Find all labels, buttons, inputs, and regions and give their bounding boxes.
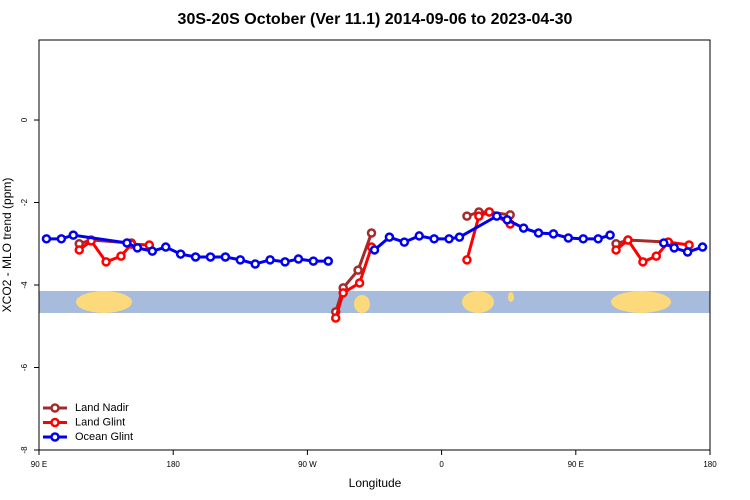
point <box>429 234 439 244</box>
point <box>659 238 669 248</box>
x-tick-label: 90 E <box>31 460 47 469</box>
point <box>323 256 334 266</box>
ocean-strip <box>39 291 710 313</box>
point <box>651 251 662 261</box>
point <box>384 232 395 242</box>
y-tick-label: 0 <box>20 117 29 122</box>
point <box>205 252 216 262</box>
point <box>462 211 472 221</box>
point <box>235 255 246 265</box>
point <box>623 235 633 245</box>
legend-label: Ocean Glint <box>75 431 133 443</box>
point <box>518 223 529 233</box>
point <box>354 278 365 288</box>
point <box>74 245 85 255</box>
legend-label: Land Glint <box>75 416 125 428</box>
point <box>330 313 341 323</box>
series-line <box>334 232 373 313</box>
land-africa <box>462 291 494 313</box>
point <box>638 257 648 267</box>
y-tick-label: -8 <box>20 446 29 454</box>
series-line <box>334 246 373 319</box>
point <box>369 245 380 255</box>
y-axis-label: XCO2 - MLO trend (ppm) <box>0 178 14 313</box>
point <box>444 234 454 244</box>
x-axis-label: Longitude <box>349 476 402 490</box>
point <box>56 234 67 244</box>
point <box>578 234 589 244</box>
point <box>454 232 465 242</box>
point <box>280 257 290 267</box>
point <box>122 238 132 248</box>
point <box>502 215 512 225</box>
point <box>147 246 158 256</box>
series-line <box>373 214 611 252</box>
point <box>605 230 615 240</box>
legend-label: Land Nadir <box>75 402 129 414</box>
legend-marker <box>50 403 60 413</box>
y-tick-label: -2 <box>20 198 29 206</box>
point <box>697 242 708 252</box>
point <box>353 265 363 275</box>
land-madagascar <box>508 292 514 302</box>
point <box>533 228 544 238</box>
point <box>593 234 603 244</box>
legend-marker <box>50 432 60 442</box>
point <box>308 256 319 266</box>
point <box>669 243 679 253</box>
point <box>414 231 424 241</box>
x-tick-label: 90 W <box>298 460 317 469</box>
point <box>265 255 275 265</box>
point <box>175 249 186 259</box>
plot-frame <box>38 39 711 451</box>
point <box>611 245 621 255</box>
map-strip <box>39 291 710 313</box>
chart-title: 30S-20S October (Ver 11.1) 2014-09-06 to… <box>178 11 573 28</box>
y-tick-label: -6 <box>20 363 29 371</box>
x-tick-label: 180 <box>167 460 181 469</box>
point <box>293 254 304 264</box>
x-tick-label: 90 E <box>568 460 584 469</box>
y-tick-label: -4 <box>20 281 29 289</box>
point <box>160 242 171 252</box>
point <box>132 243 143 253</box>
series-line <box>663 241 704 254</box>
legend-marker <box>50 417 60 428</box>
x-tick-label: 0 <box>439 460 444 469</box>
land-australia <box>76 291 132 313</box>
point <box>250 259 260 269</box>
point <box>190 252 201 262</box>
point <box>563 233 574 243</box>
point <box>484 207 495 217</box>
point <box>399 237 410 247</box>
point <box>366 228 377 238</box>
point <box>492 211 502 221</box>
point <box>548 229 559 239</box>
point <box>101 257 111 267</box>
x-tick-label: 180 <box>703 460 717 469</box>
point <box>41 234 52 244</box>
point <box>116 251 126 261</box>
point <box>474 211 484 221</box>
point <box>462 255 472 265</box>
point <box>338 288 348 298</box>
land-south-america <box>354 295 370 313</box>
point <box>682 247 693 257</box>
point <box>220 252 231 262</box>
point <box>68 230 79 240</box>
land-australia-2 <box>611 291 671 313</box>
